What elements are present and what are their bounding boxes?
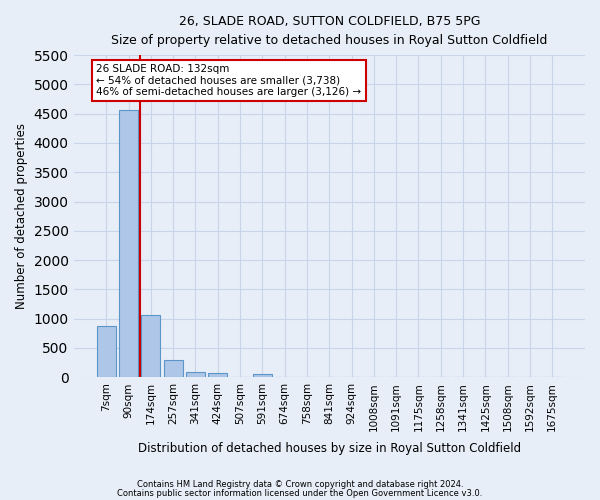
Bar xyxy=(142,315,160,378)
Text: Contains HM Land Registry data © Crown copyright and database right 2024.: Contains HM Land Registry data © Crown c… xyxy=(137,480,463,489)
Bar xyxy=(164,360,182,378)
Y-axis label: Number of detached properties: Number of detached properties xyxy=(15,123,28,309)
X-axis label: Distribution of detached houses by size in Royal Sutton Coldfield: Distribution of detached houses by size … xyxy=(138,442,521,455)
Bar xyxy=(97,326,116,378)
Bar xyxy=(119,110,138,378)
Bar xyxy=(253,374,272,378)
Text: 26 SLADE ROAD: 132sqm
← 54% of detached houses are smaller (3,738)
46% of semi-d: 26 SLADE ROAD: 132sqm ← 54% of detached … xyxy=(96,64,361,97)
Title: 26, SLADE ROAD, SUTTON COLDFIELD, B75 5PG
Size of property relative to detached : 26, SLADE ROAD, SUTTON COLDFIELD, B75 5P… xyxy=(111,15,547,47)
Text: Contains public sector information licensed under the Open Government Licence v3: Contains public sector information licen… xyxy=(118,488,482,498)
Bar xyxy=(186,372,205,378)
Bar xyxy=(208,372,227,378)
